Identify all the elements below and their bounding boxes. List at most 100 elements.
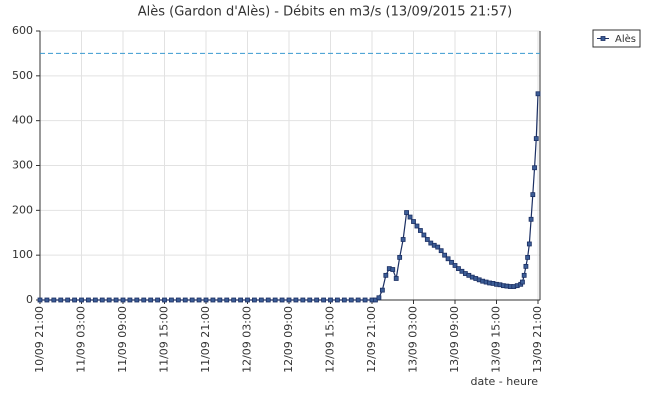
data-point xyxy=(92,297,98,303)
data-point xyxy=(314,297,320,303)
data-point xyxy=(106,297,112,303)
data-point xyxy=(449,259,454,265)
data-point xyxy=(155,297,160,303)
data-point xyxy=(418,228,423,233)
data-point xyxy=(217,297,223,303)
legend-label: Alès xyxy=(615,33,636,45)
data-point xyxy=(224,297,230,303)
chart-title: Alès (Gardon d'Alès) - Débits en m3/s (1… xyxy=(138,5,512,20)
y-tick-label: 200 xyxy=(12,203,33,216)
data-point xyxy=(526,241,532,247)
data-point xyxy=(335,297,340,303)
data-point xyxy=(79,297,84,303)
y-tick-label: 0 xyxy=(26,293,33,306)
data-point xyxy=(424,237,430,242)
data-point xyxy=(141,297,147,303)
data-point xyxy=(321,297,326,303)
data-point xyxy=(376,295,382,301)
y-tick-label: 100 xyxy=(12,248,33,261)
x-tick-label: 13/09 09:00 xyxy=(448,306,461,373)
data-point xyxy=(86,297,91,303)
data-point xyxy=(411,219,416,224)
data-point xyxy=(272,297,278,303)
data-point xyxy=(535,91,541,97)
data-point xyxy=(307,297,313,303)
x-axis-label: date - heure xyxy=(470,375,538,388)
data-point xyxy=(258,297,264,303)
data-point xyxy=(120,297,126,303)
data-point xyxy=(293,297,299,303)
data-point xyxy=(379,287,385,293)
y-tick-label: 600 xyxy=(12,24,33,37)
data-point xyxy=(397,255,403,260)
x-tick-label: 13/09 15:00 xyxy=(490,306,503,373)
data-point xyxy=(523,263,529,269)
data-point xyxy=(65,297,71,303)
y-tick-label: 300 xyxy=(12,159,33,172)
x-tick-label: 13/09 21:00 xyxy=(531,306,544,373)
data-point xyxy=(127,297,133,303)
data-point xyxy=(231,297,237,303)
data-point xyxy=(521,272,527,278)
data-point xyxy=(404,210,409,215)
x-tick-label: 11/09 03:00 xyxy=(75,306,88,373)
data-point xyxy=(169,297,174,303)
x-tick-label: 13/09 03:00 xyxy=(407,306,420,373)
data-point xyxy=(175,297,181,303)
x-tick-label: 11/09 21:00 xyxy=(199,306,212,373)
data-point xyxy=(252,297,257,303)
data-point xyxy=(245,297,250,303)
data-point xyxy=(445,256,451,262)
data-point xyxy=(162,297,167,303)
data-point xyxy=(113,297,119,303)
data-point xyxy=(435,244,441,250)
data-point xyxy=(300,297,306,303)
data-point xyxy=(328,297,333,303)
data-point xyxy=(525,255,531,260)
data-point xyxy=(362,297,368,303)
data-point xyxy=(265,297,271,303)
legend-box xyxy=(592,29,641,48)
data-point xyxy=(210,297,216,303)
data-point xyxy=(520,279,525,285)
data-point xyxy=(44,297,50,303)
data-point xyxy=(134,297,140,303)
data-point xyxy=(341,297,347,303)
data-point xyxy=(442,252,448,258)
x-tick-label: 12/09 03:00 xyxy=(241,306,254,373)
data-point xyxy=(238,297,243,303)
data-point xyxy=(533,136,539,142)
data-point xyxy=(203,297,209,303)
data-point xyxy=(383,272,389,278)
data-point xyxy=(72,297,77,303)
data-point xyxy=(37,297,43,303)
data-point xyxy=(421,232,427,238)
data-point xyxy=(182,297,188,303)
x-tick-label: 12/09 09:00 xyxy=(282,306,295,373)
data-point xyxy=(532,165,537,171)
data-point xyxy=(355,297,361,303)
data-point xyxy=(438,248,444,254)
x-tick-label: 12/09 15:00 xyxy=(324,306,337,373)
data-point xyxy=(390,267,396,272)
y-tick-label: 500 xyxy=(12,69,33,82)
x-tick-label: 11/09 09:00 xyxy=(116,306,129,373)
data-point xyxy=(393,276,399,281)
legend-marker xyxy=(600,36,606,41)
data-point xyxy=(286,297,292,303)
data-point xyxy=(196,297,202,303)
x-tick-label: 11/09 15:00 xyxy=(158,306,171,373)
data-point xyxy=(99,297,105,303)
data-point xyxy=(407,214,413,220)
data-point xyxy=(414,223,420,229)
data-point xyxy=(528,216,534,222)
data-point xyxy=(58,297,64,303)
data-point xyxy=(400,237,406,242)
data-point xyxy=(51,297,57,303)
y-tick-label: 400 xyxy=(12,114,33,127)
x-tick-label: 12/09 21:00 xyxy=(365,306,378,373)
data-point xyxy=(530,192,536,198)
data-point xyxy=(456,266,461,272)
data-point xyxy=(279,297,285,303)
